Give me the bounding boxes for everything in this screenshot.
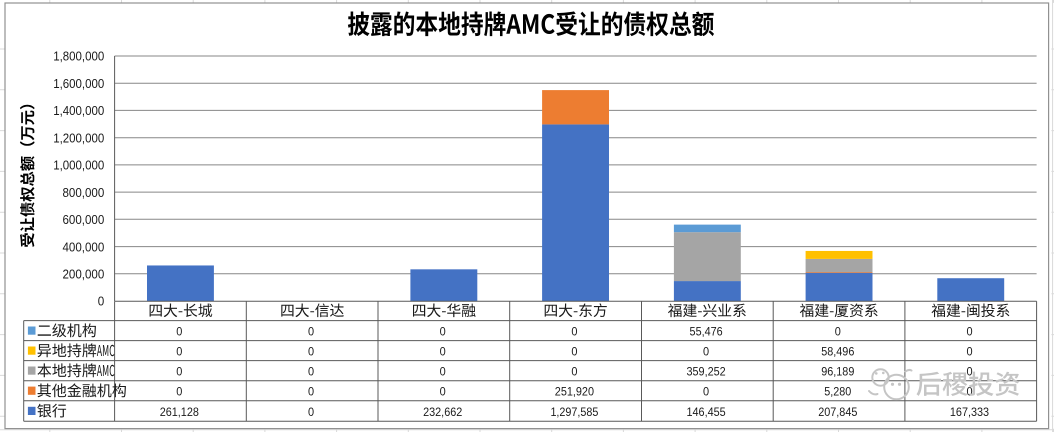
svg-text:251,920: 251,920	[555, 385, 594, 399]
svg-text:600,000: 600,000	[63, 212, 105, 227]
svg-text:0: 0	[440, 385, 446, 399]
svg-text:0: 0	[176, 385, 182, 399]
svg-text:0: 0	[98, 294, 105, 309]
svg-text:1,600,000: 1,600,000	[53, 76, 104, 91]
svg-text:0: 0	[571, 345, 577, 359]
svg-text:0: 0	[308, 405, 314, 419]
svg-text:58,496: 58,496	[821, 345, 854, 359]
svg-text:0: 0	[703, 385, 709, 399]
svg-text:96,189: 96,189	[821, 365, 854, 379]
svg-text:0: 0	[571, 365, 577, 379]
svg-text:5,280: 5,280	[824, 385, 851, 399]
svg-text:207,845: 207,845	[818, 405, 857, 419]
svg-text:800,000: 800,000	[63, 185, 105, 200]
svg-text:1,000,000: 1,000,000	[53, 158, 104, 173]
svg-text:0: 0	[835, 325, 841, 339]
svg-text:0: 0	[571, 325, 577, 339]
svg-text:0: 0	[308, 325, 314, 339]
svg-text:1,400,000: 1,400,000	[53, 103, 104, 118]
svg-text:167,333: 167,333	[950, 405, 989, 419]
svg-text:0: 0	[966, 345, 972, 359]
svg-text:0: 0	[966, 325, 972, 339]
svg-text:0: 0	[440, 325, 446, 339]
svg-text:359,252: 359,252	[687, 365, 726, 379]
svg-text:1,800,000: 1,800,000	[53, 49, 104, 64]
svg-text:0: 0	[703, 345, 709, 359]
svg-text:232,662: 232,662	[423, 405, 462, 419]
svg-text:0: 0	[308, 365, 314, 379]
svg-text:0: 0	[308, 385, 314, 399]
svg-text:200,000: 200,000	[63, 267, 105, 282]
svg-text:0: 0	[966, 385, 972, 399]
svg-text:1,297,585: 1,297,585	[550, 405, 598, 419]
svg-text:55,476: 55,476	[690, 325, 723, 339]
svg-text:146,455: 146,455	[687, 405, 726, 419]
svg-text:1,200,000: 1,200,000	[53, 130, 104, 145]
svg-text:261,128: 261,128	[160, 405, 199, 419]
svg-text:0: 0	[176, 325, 182, 339]
svg-text:0: 0	[440, 345, 446, 359]
svg-text:0: 0	[440, 365, 446, 379]
svg-text:0: 0	[176, 345, 182, 359]
svg-text:0: 0	[966, 365, 972, 379]
svg-text:0: 0	[308, 345, 314, 359]
svg-text:400,000: 400,000	[63, 239, 105, 254]
svg-text:0: 0	[176, 365, 182, 379]
